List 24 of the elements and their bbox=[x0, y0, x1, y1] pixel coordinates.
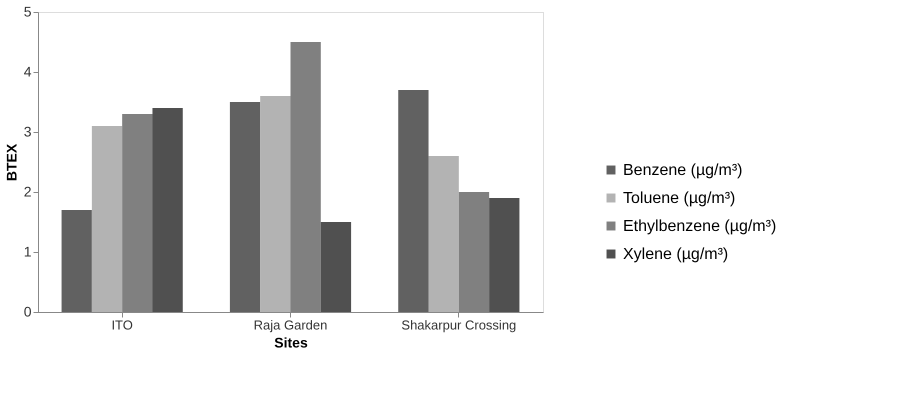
x-tick-label: Raja Garden bbox=[254, 318, 328, 332]
y-tick-label: 1 bbox=[24, 244, 32, 260]
legend-label: Ethylbenzene (µg/m³) bbox=[623, 218, 776, 235]
x-tick-label: Shakarpur Crossing bbox=[401, 318, 516, 332]
legend-label: Benzene (µg/m³) bbox=[623, 162, 742, 179]
bar bbox=[428, 156, 459, 312]
y-tick-label: 4 bbox=[24, 64, 32, 80]
bar bbox=[92, 126, 122, 312]
x-tick-label: ITO bbox=[111, 318, 133, 332]
bar bbox=[489, 198, 520, 312]
legend-label: Xylene (µg/m³) bbox=[623, 246, 728, 263]
x-axis-title: Sites bbox=[274, 334, 308, 350]
y-tick-label: 0 bbox=[24, 304, 32, 320]
y-tick-label: 5 bbox=[24, 4, 32, 20]
bar bbox=[230, 102, 260, 312]
bar bbox=[260, 96, 290, 312]
y-tick-label: 3 bbox=[24, 124, 32, 140]
bar bbox=[398, 90, 429, 312]
y-axis-title: BTEX bbox=[4, 143, 20, 182]
bar bbox=[320, 222, 352, 312]
bar bbox=[152, 108, 183, 312]
legend-label: Toluene (µg/m³) bbox=[623, 190, 736, 207]
y-tick-label: 2 bbox=[24, 184, 32, 200]
bar bbox=[62, 210, 92, 312]
